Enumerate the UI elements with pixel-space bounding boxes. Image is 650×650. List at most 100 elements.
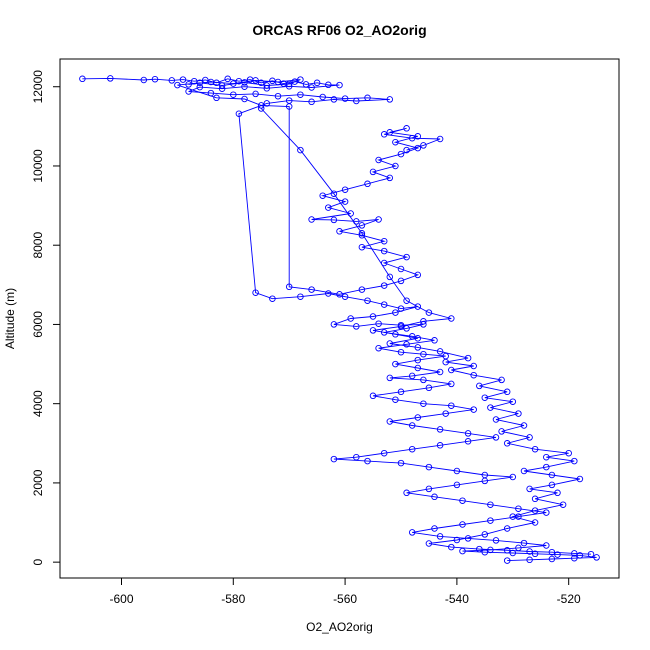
data-point [425,309,433,316]
data-point [285,103,293,110]
data-point [481,394,489,401]
data-point [408,529,416,536]
data-point [403,325,410,332]
data-point [397,305,405,312]
data-point [576,552,584,559]
data-point [207,78,215,86]
x-tick-label: -520 [557,592,581,606]
data-point [543,463,550,471]
data-point [325,290,332,297]
data-point [386,96,394,103]
data-point [543,453,550,461]
data-point [414,414,422,421]
data-point [107,75,114,82]
data-point [252,90,259,98]
data-point [397,277,405,285]
data-point [263,82,271,89]
data-point [408,422,416,429]
data-point [380,449,388,457]
data-point [392,360,399,368]
data-point [257,79,265,87]
data-point [140,76,148,84]
data-point [448,315,455,322]
data-point [364,180,371,188]
data-point [263,100,271,107]
data-point [386,129,394,136]
data-point [520,422,528,429]
data-point [369,168,377,176]
series-2 [257,105,595,558]
data-point [297,293,304,300]
data-point [308,216,315,223]
data-point [420,318,427,325]
data-point [174,81,181,89]
data-point [196,79,204,87]
data-point [224,75,231,83]
data-point [436,533,444,540]
data-point [386,273,394,281]
data-point [330,321,338,328]
x-tick-label: -540 [445,592,469,606]
x-tick-label: -580 [221,592,245,606]
data-point [397,323,405,330]
y-tick-label: 0 [31,558,45,565]
data-point [548,548,556,556]
data-point [218,82,226,89]
data-point [369,313,377,320]
data-point [397,150,405,158]
data-point [559,501,567,508]
data-point [408,445,416,453]
data-point [380,237,388,245]
series-line [260,108,592,555]
data-point [448,380,455,388]
data-point [520,467,528,475]
data-point [526,434,533,441]
series-line [177,79,441,295]
data-point [179,76,187,83]
data-point [487,501,494,508]
data-point [464,354,472,362]
y-tick-label: 2000 [31,469,45,496]
y-axis-label: Altitude (m) [3,288,17,349]
data-point [230,91,237,98]
data-point [235,110,243,117]
data-point [330,216,338,224]
data-point [375,320,382,327]
x-axis: -600 -580 -560 -540 -520 [109,577,581,606]
data-point [403,341,410,348]
data-point [470,406,477,413]
data-point [548,481,556,489]
data-point [453,467,461,475]
data-point [336,291,343,298]
data-point [196,83,204,91]
data-point [330,96,338,103]
data-point [369,392,377,400]
data-point [358,222,366,229]
data-point [481,531,489,538]
data-point [414,133,422,140]
data-point [241,83,248,90]
data-point [358,243,366,251]
data-point [358,232,366,239]
data-point [436,426,444,433]
data-point [380,301,388,308]
data-point [526,548,533,555]
data-point [392,309,399,316]
data-point [431,337,438,344]
data-point [425,384,433,392]
data-point [380,131,388,138]
data-point [554,489,561,497]
data-point [453,536,461,544]
data-point [252,289,259,296]
data-point [347,315,354,322]
data-point [369,327,377,334]
data-point [464,438,472,445]
data-point [448,543,455,551]
data-point [397,348,405,356]
data-point [392,138,399,146]
data-point [375,344,382,352]
data-point [386,374,394,382]
data-point [503,547,511,554]
data-point [576,475,584,483]
data-point [548,471,556,479]
